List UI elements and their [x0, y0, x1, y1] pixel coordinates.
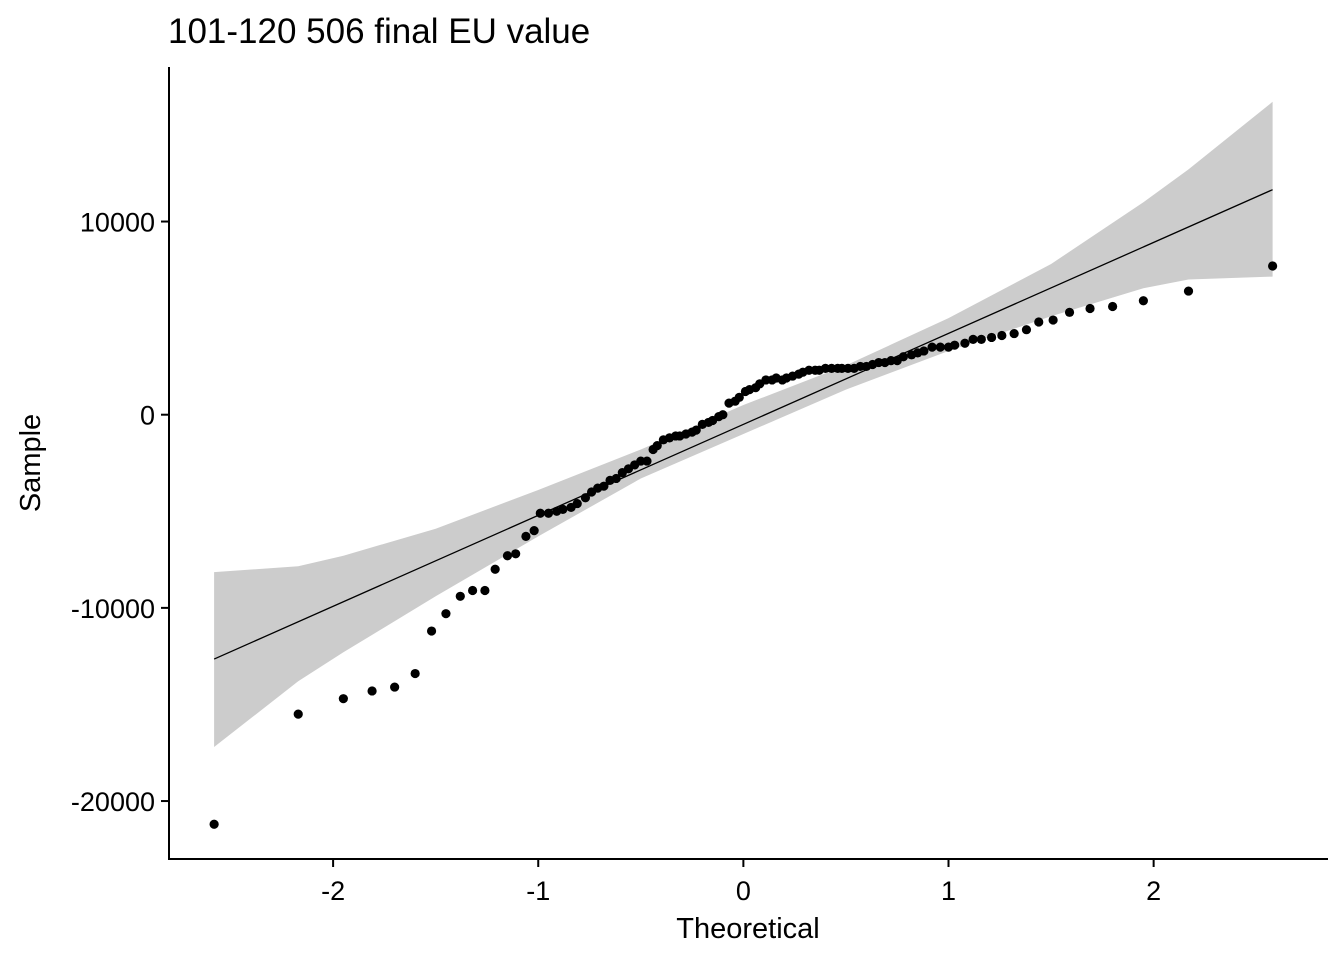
data-point: [426, 626, 437, 636]
data-point: [293, 709, 303, 719]
data-point: [718, 410, 728, 420]
data-point: [960, 338, 970, 348]
data-point: [572, 498, 582, 509]
data-point: [935, 342, 945, 352]
data-point: [652, 441, 662, 451]
data-point: [1183, 286, 1194, 296]
data-point: [1009, 328, 1019, 339]
data-point: [691, 425, 701, 435]
data-point: [1085, 303, 1095, 314]
data-point: [599, 481, 609, 491]
data-point: [390, 682, 400, 692]
data-point: [467, 585, 478, 596]
data-point: [367, 686, 377, 696]
data-point: [490, 564, 500, 574]
data-point: [543, 508, 554, 518]
axes: -2 -1 0 1 2 -20000 -10000 0 10000: [71, 67, 1328, 906]
data-points: [209, 261, 1278, 829]
data-point: [338, 694, 348, 704]
data-point: [734, 392, 744, 402]
data-point: [1108, 301, 1118, 312]
x-tick-label: 0: [736, 876, 751, 906]
data-point: [209, 819, 219, 829]
y-tick-label: -10000: [71, 594, 155, 624]
reference-line-layer: [213, 189, 1273, 660]
x-tick-label: 1: [941, 876, 956, 906]
data-point: [642, 456, 652, 466]
data-point: [950, 340, 960, 350]
data-point: [1034, 317, 1044, 327]
data-point: [502, 551, 513, 561]
x-tick-label: -2: [321, 876, 345, 906]
data-point: [535, 508, 545, 518]
reference-line: [213, 189, 1273, 660]
data-point: [558, 504, 568, 514]
data-point: [580, 493, 591, 503]
data-point: [997, 330, 1007, 341]
y-tick-label: -20000: [71, 787, 155, 817]
y-axis-ticks: -20000 -10000 0 10000: [71, 208, 169, 817]
data-point: [511, 549, 521, 559]
data-point: [968, 334, 978, 344]
data-point: [898, 352, 908, 362]
x-tick-label: -1: [526, 876, 550, 906]
y-tick-label: 0: [140, 401, 155, 431]
data-point: [927, 342, 937, 352]
data-point: [986, 332, 997, 343]
data-point: [455, 591, 465, 601]
data-point: [1064, 307, 1075, 317]
x-tick-label: 2: [1146, 876, 1161, 906]
data-point: [1021, 325, 1032, 335]
data-point: [1268, 261, 1278, 271]
data-point: [529, 526, 539, 536]
x-axis-title: Theoretical: [676, 913, 819, 945]
data-point: [410, 668, 420, 679]
data-point: [611, 473, 621, 484]
x-axis-ticks: -2 -1 0 1 2: [321, 859, 1161, 906]
data-point: [919, 346, 929, 356]
y-axis-title: Sample: [15, 414, 47, 512]
data-point: [480, 585, 490, 596]
y-tick-label: 10000: [80, 208, 155, 238]
chart-title: 101-120 506 final EU value: [168, 12, 590, 51]
data-point: [1048, 315, 1058, 325]
data-point: [441, 609, 451, 619]
data-point: [521, 531, 531, 542]
data-point: [976, 334, 986, 344]
data-point: [1138, 296, 1148, 306]
